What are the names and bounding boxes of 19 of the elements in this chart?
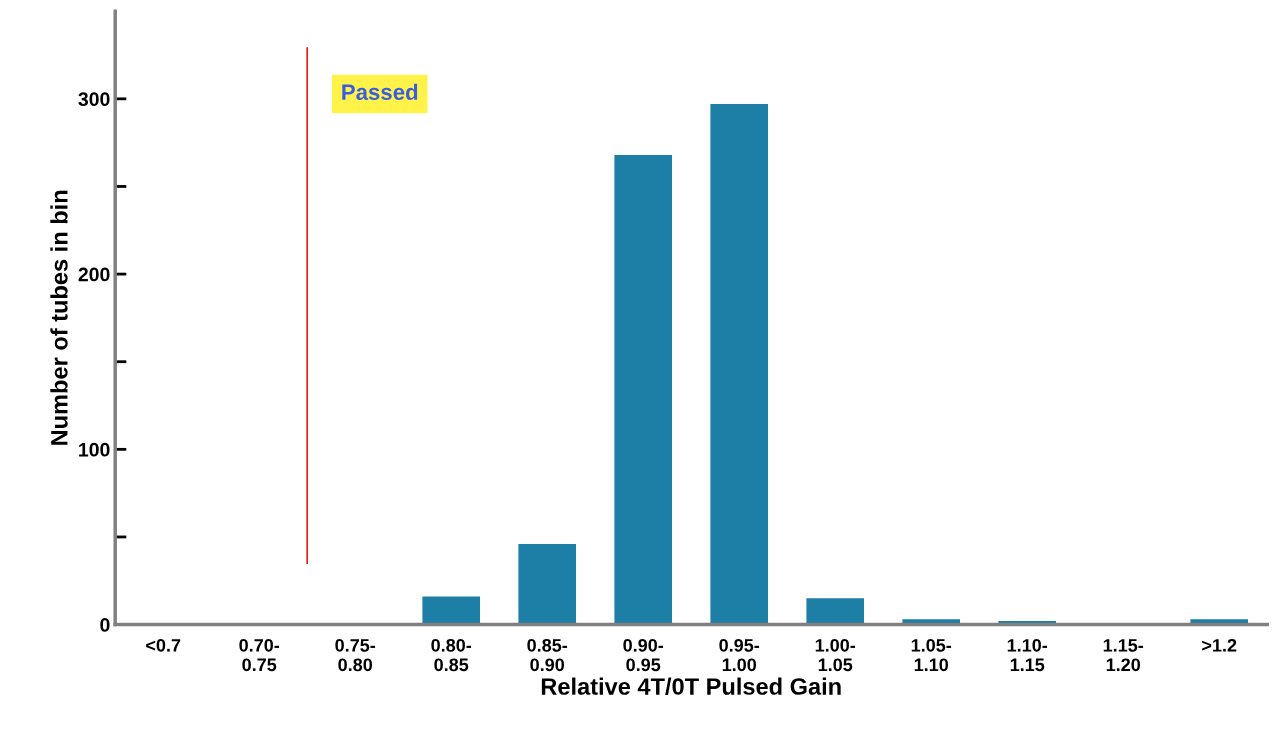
y-tick-label: 100 [79, 442, 110, 457]
x-tick-label: <0.7 [146, 638, 181, 652]
y-tick-label: 300 [78, 92, 110, 107]
x-tick-label: 0.80- 0.85 [431, 638, 472, 672]
x-tick-label: >1.2 [1202, 638, 1237, 652]
y-tick-label: 0 [100, 618, 110, 632]
x-axis-title: Relative 4T/0T Pulsed Gain [541, 677, 841, 696]
x-tick-label: 0.85- 0.90 [527, 638, 568, 672]
x-tick-label: 0.75- 0.80 [335, 638, 376, 672]
x-tick-label: 0.95- 1.00 [719, 638, 760, 672]
y-axis-title: Number of tubes in bin [50, 190, 68, 445]
x-tick-label: 0.70- 0.75 [239, 638, 280, 672]
y-tick-label: 200 [78, 267, 110, 282]
x-tick-label: 0.90- 0.95 [623, 638, 664, 672]
x-tick-label: 1.15- 1.20 [1103, 639, 1144, 672]
x-tick-label: 1.00- 1.05 [815, 638, 856, 672]
x-tick-label: 1.05- 1.10 [911, 638, 952, 672]
ref-line-label: Passed [342, 83, 418, 100]
x-tick-label: 1.10- 1.15 [1007, 638, 1048, 672]
